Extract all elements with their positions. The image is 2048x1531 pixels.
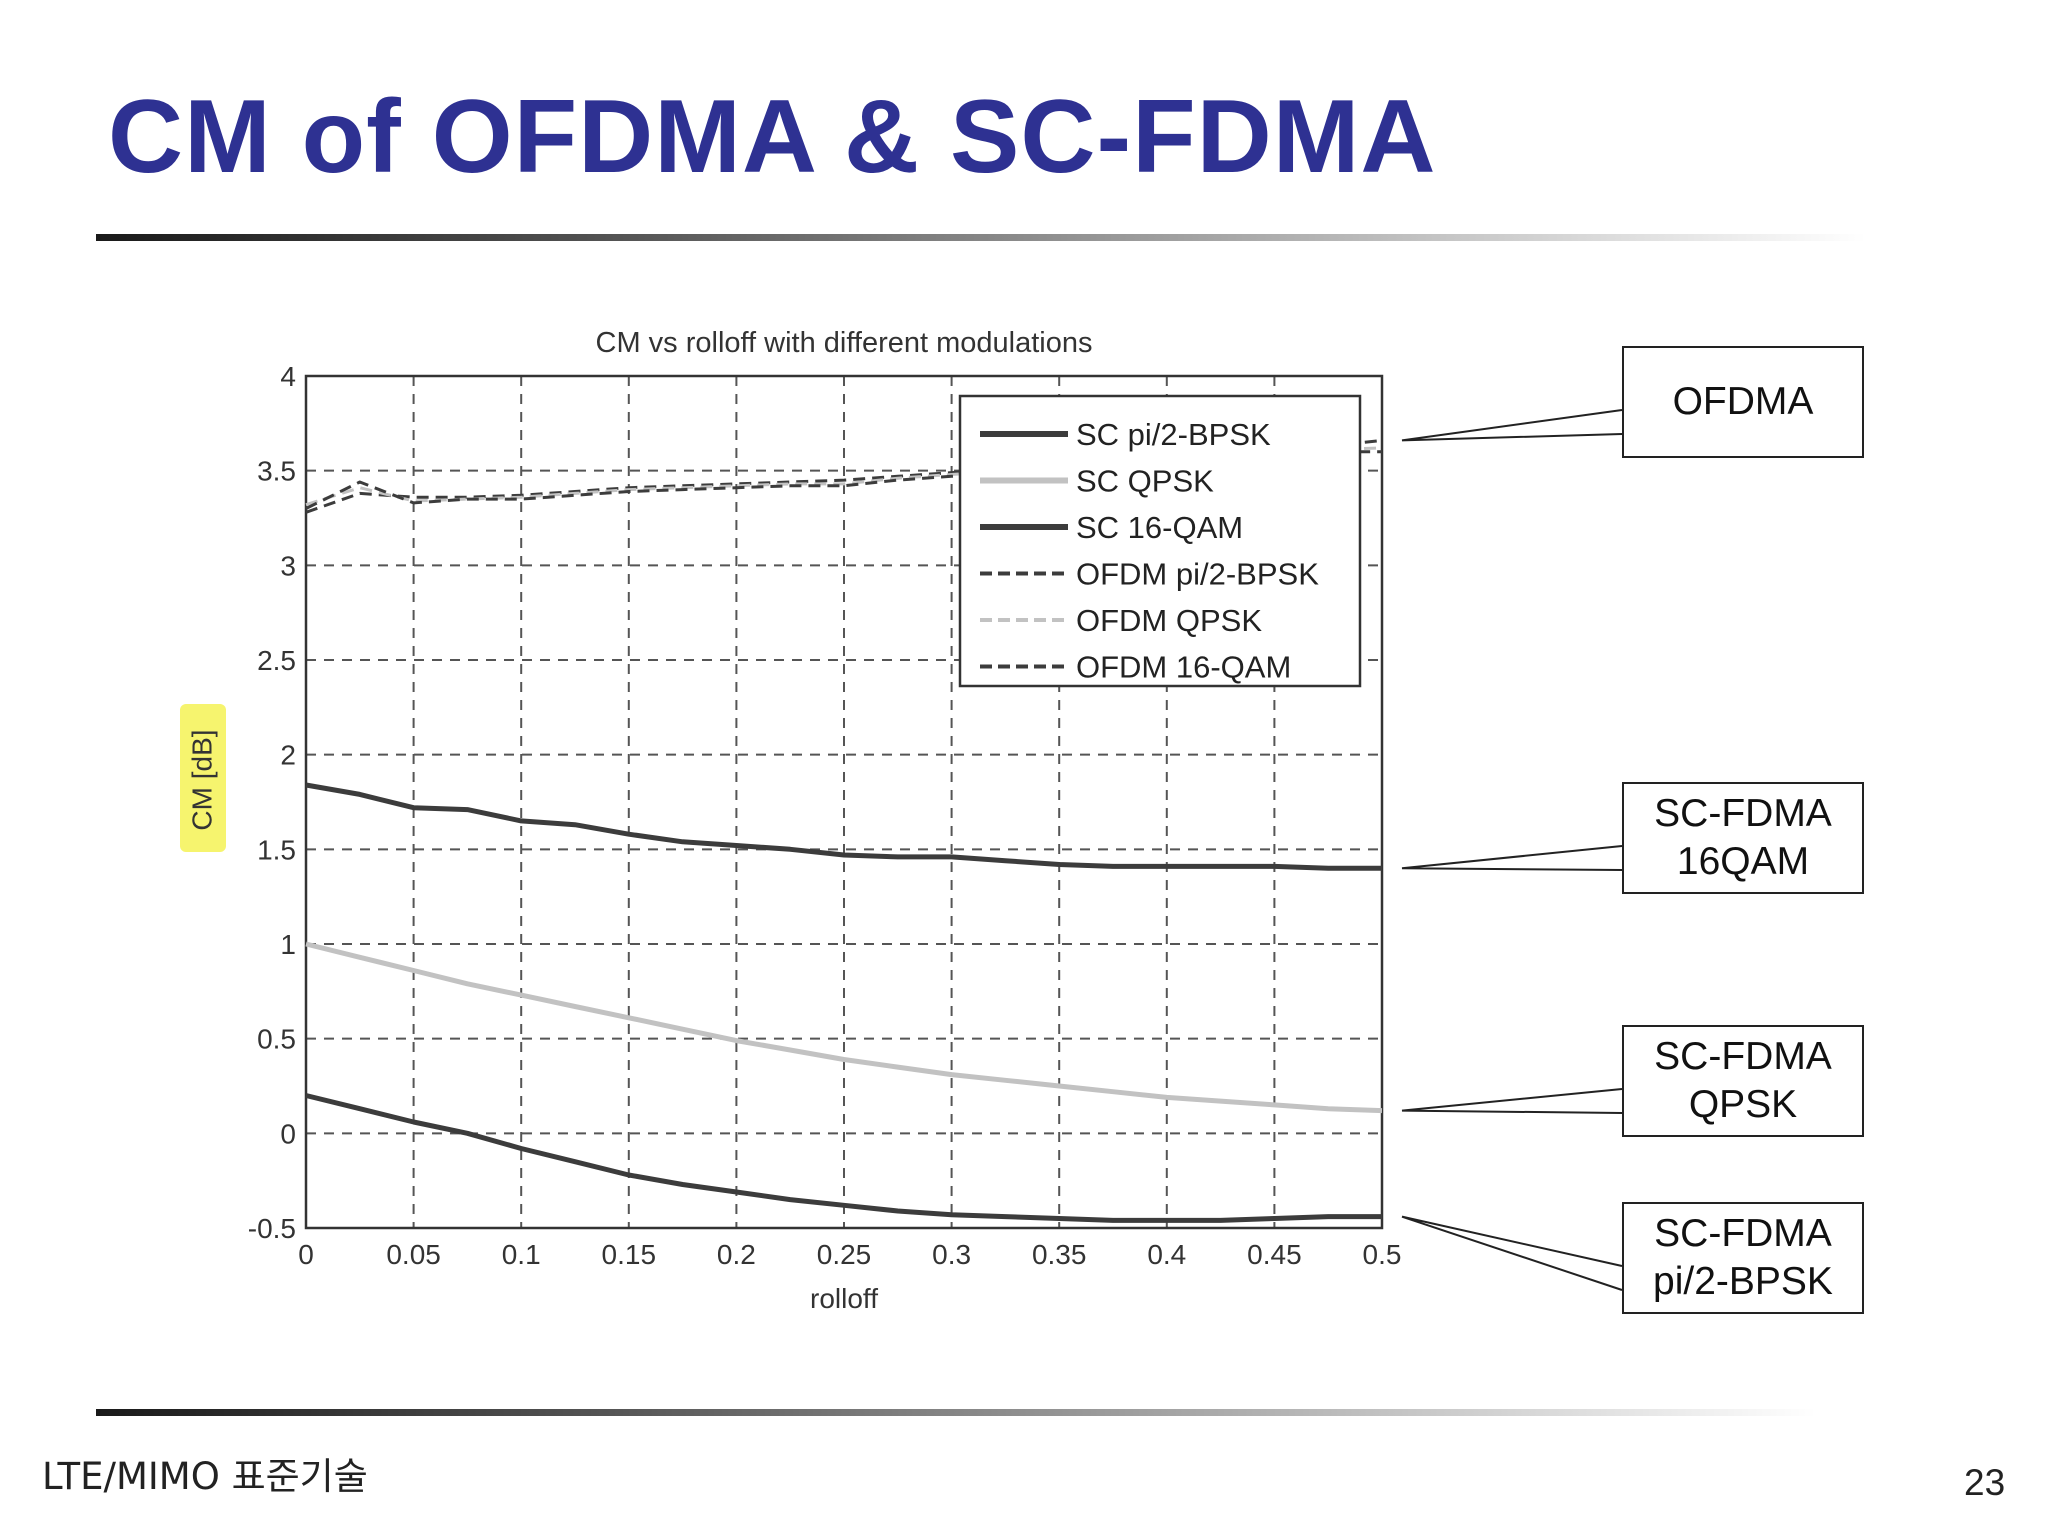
footer-text: LTE/MIMO 표준기술: [42, 1455, 368, 1498]
chart: 0 0.05 0.1 0.15 0.2 0.25 0.3 0.35 0.4 0.45 0.5 4 3.5…: [180, 327, 1402, 1314]
callout-sc-fdma-bpsk: SC-FDMA pi/2-BPSK: [1622, 1202, 1864, 1314]
series-line-2: [305, 782, 1382, 871]
legend-label: SC 16-QAM: [1076, 510, 1243, 545]
x-tick-label: 0.25: [817, 1239, 872, 1270]
legend-label: SC pi/2-BPSK: [1076, 417, 1271, 452]
series-line-0: [305, 1093, 1382, 1223]
y-tick-label: 1: [280, 929, 296, 960]
y-tick-label: -0.5: [248, 1213, 296, 1244]
slide-title: CM of OFDMA & SC-FDMA: [108, 79, 1437, 195]
legend-label: OFDM 16-QAM: [1076, 650, 1291, 685]
x-tick-label: 0: [298, 1239, 314, 1270]
y-tick-label: 2.5: [257, 645, 296, 676]
x-tick-label: 0.05: [386, 1239, 441, 1270]
x-tick-label: 0.15: [602, 1239, 657, 1270]
title-divider: [96, 234, 1866, 241]
axes-frame: [304, 374, 1384, 1230]
callout-sc-fdma-qpsk: SC-FDMA QPSK: [1622, 1025, 1864, 1137]
x-tick-label: 0.5: [1363, 1239, 1402, 1270]
callout-ofdma: OFDMA: [1622, 346, 1864, 458]
legend-label: OFDM QPSK: [1076, 603, 1262, 638]
y-tick-label: 3.5: [257, 456, 296, 487]
footer-divider: [96, 1409, 1816, 1416]
callout-leader-2: [1401, 1088, 1623, 1114]
y-tick-label: 4: [280, 361, 296, 392]
x-tick-label: 0.3: [932, 1239, 971, 1270]
callout-leader-1: [1401, 845, 1623, 871]
callout-leader-0: [1401, 409, 1623, 442]
legend-label: SC QPSK: [1076, 464, 1214, 499]
y-label-highlight: [180, 704, 226, 852]
chart-title: CM vs rolloff with different modulations: [596, 327, 1093, 359]
page-number: 23: [1964, 1462, 2006, 1503]
x-tick-label: 0.45: [1247, 1239, 1302, 1270]
y-axis-label: CM [dB]: [186, 729, 217, 830]
x-tick-label: 0.2: [717, 1239, 756, 1270]
legend-label: OFDM pi/2-BPSK: [1076, 557, 1319, 592]
x-tick-label: 0.35: [1032, 1239, 1087, 1270]
y-tick-label: 3: [280, 550, 296, 581]
legend-box: [958, 394, 1362, 688]
x-tick-label: 0.1: [502, 1239, 541, 1270]
y-tick-label: 1.5: [257, 834, 296, 865]
x-axis-label: rolloff: [810, 1283, 878, 1314]
series-line-1: [305, 941, 1383, 1114]
y-tick-label: 0.5: [257, 1024, 296, 1055]
callout-leader-3: [1401, 1215, 1623, 1291]
y-tick-label: 0: [280, 1118, 296, 1149]
callout-sc-fdma-16qam: SC-FDMA 16QAM: [1622, 782, 1864, 894]
y-tick-label: 2: [280, 740, 296, 771]
x-tick-label: 0.4: [1147, 1239, 1186, 1270]
